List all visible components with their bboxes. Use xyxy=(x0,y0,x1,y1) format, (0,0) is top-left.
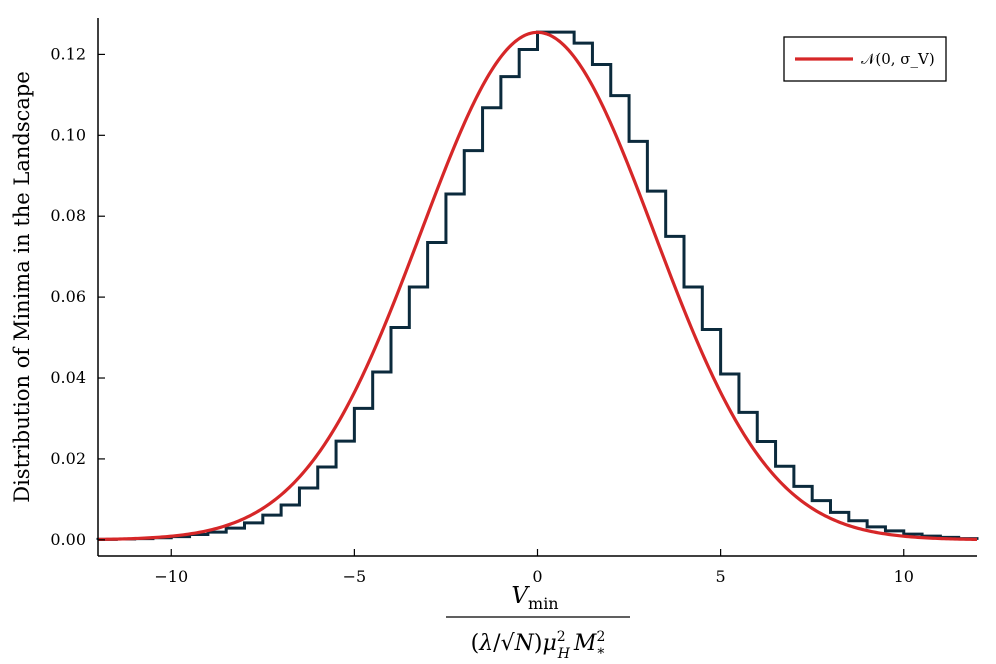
y-tick-label: 0.00 xyxy=(50,530,86,549)
axes: −10 −5 0 5 10 0.00 0.02 0.04 0.06 0.08 0.10 0.12 xyxy=(50,18,977,586)
histogram-bin xyxy=(666,236,684,539)
histogram-bin xyxy=(263,515,281,540)
x-tick-label: −5 xyxy=(343,567,367,586)
histogram-bin xyxy=(281,505,299,540)
legend: 𝒩(0, σ_V) xyxy=(783,36,947,82)
y-tick-label: 0.10 xyxy=(50,125,86,144)
y-ticks: 0.00 0.02 0.04 0.06 0.08 0.10 0.12 xyxy=(50,44,105,549)
y-tick-label: 0.08 xyxy=(50,206,86,225)
histogram-bin xyxy=(354,408,372,539)
histogram-series xyxy=(96,30,979,541)
normal-curve-series xyxy=(97,30,978,542)
histogram-bin xyxy=(812,501,830,540)
histogram-bin xyxy=(556,32,574,540)
y-tick-label: 0.12 xyxy=(50,44,86,63)
x-tick-label: 10 xyxy=(894,567,914,586)
histogram-bin xyxy=(373,372,391,540)
histogram-bin xyxy=(776,466,794,540)
y-tick-label: 0.02 xyxy=(50,449,86,468)
histogram-bin xyxy=(299,488,317,540)
x-tick-label: 5 xyxy=(716,567,726,586)
histogram-bin xyxy=(391,327,409,539)
histogram-bin xyxy=(226,528,244,540)
histogram-bin xyxy=(483,108,501,540)
y-tick-label: 0.04 xyxy=(50,368,86,387)
histogram-bin xyxy=(647,191,665,540)
histogram-bin xyxy=(538,32,556,540)
histogram-bin xyxy=(428,243,446,540)
legend-label: 𝒩(0, σ_V) xyxy=(861,50,935,68)
x-axis-label: Vmin (λ/√N)μ2 H M2 * xyxy=(446,583,630,662)
x-axis-label-numerator: Vmin xyxy=(511,583,558,613)
histogram-bin xyxy=(519,50,537,540)
histogram-bin xyxy=(592,65,610,540)
histogram-bin xyxy=(629,141,647,539)
y-axis-label: Distribution of Minima in the Landscape xyxy=(10,71,34,503)
histogram-bin xyxy=(684,287,702,540)
histogram-bin xyxy=(574,43,592,540)
histogram-bin xyxy=(794,486,812,539)
x-tick-label: −10 xyxy=(154,567,188,586)
histogram-bin xyxy=(501,77,519,540)
x-axis-label-denominator: (λ/√N)μ2 H M2 * xyxy=(471,629,606,662)
x-tick-label: 0 xyxy=(532,567,542,586)
histogram-bin xyxy=(464,151,482,540)
histogram-bin xyxy=(318,467,336,540)
histogram-bin xyxy=(245,523,263,540)
plot-area xyxy=(96,30,979,542)
histogram-bin xyxy=(446,194,464,540)
y-tick-label: 0.06 xyxy=(50,287,86,306)
histogram-bin xyxy=(409,287,427,540)
histogram-bin xyxy=(336,441,354,540)
histogram-outline xyxy=(96,30,979,541)
x-ticks: −10 −5 0 5 10 xyxy=(154,549,914,586)
